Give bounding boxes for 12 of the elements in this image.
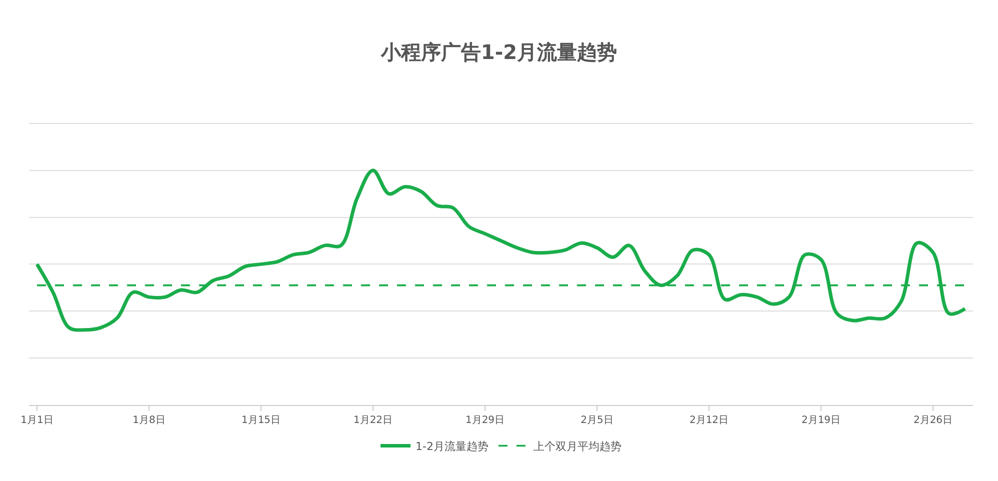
legend-label: 上个双月平均趋势: [533, 440, 622, 454]
x-tick-label: 2月12日: [689, 415, 729, 426]
x-tick-label: 1月1日: [20, 415, 54, 426]
x-tick-label: 1月22日: [353, 415, 393, 426]
x-tick-label: 1月15日: [241, 415, 281, 426]
x-tick-label: 1月29日: [465, 415, 505, 426]
x-tick-label: 1月8日: [132, 415, 166, 426]
legend-label: 1-2月流量趋势: [416, 440, 488, 454]
x-tick-label: 2月26日: [913, 415, 953, 426]
x-tick-label: 2月19日: [801, 415, 841, 426]
chart-title: 小程序广告1-2月流量趋势: [380, 40, 618, 64]
x-tick-label: 2月5日: [580, 415, 614, 426]
